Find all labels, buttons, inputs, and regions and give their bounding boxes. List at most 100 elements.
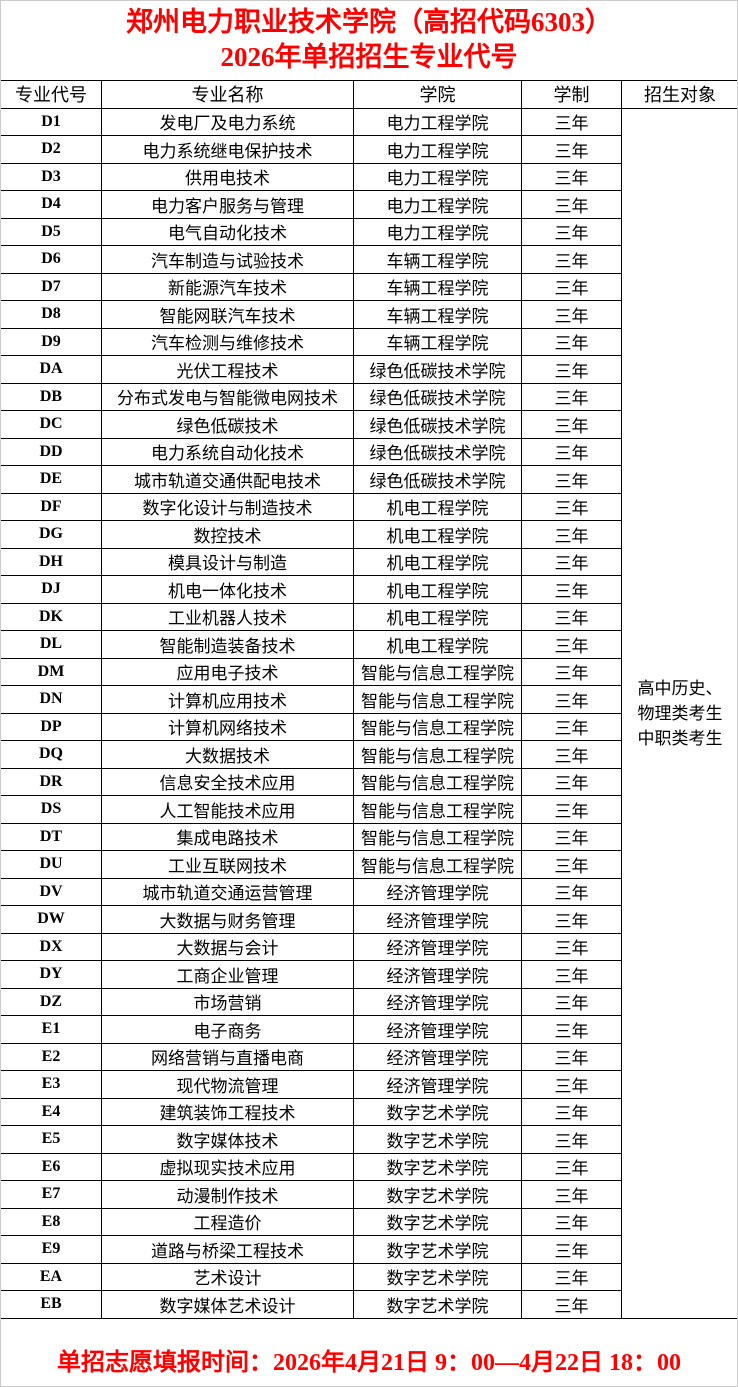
table-row: DX 大数据与会计 经济管理学院 三年 (0, 932, 738, 961)
table-row: D6 汽车制造与试验技术 车辆工程学院 三年 (0, 245, 738, 274)
duration-cell: 三年 (521, 1015, 622, 1044)
major-name-cell: 工商企业管理 (101, 960, 354, 989)
duration-cell: 三年 (521, 822, 622, 851)
table-row: DP 计算机网络技术 智能与信息工程学院 三年 (0, 712, 738, 741)
college-cell: 车辆工程学院 (353, 245, 522, 274)
major-code-cell: E8 (0, 1207, 102, 1236)
table-row: DL 智能制造装备技术 机电工程学院 三年 (0, 630, 738, 659)
college-cell: 数字艺术学院 (353, 1152, 522, 1181)
major-code-cell: D7 (0, 272, 102, 301)
major-code-cell: DV (0, 877, 102, 906)
college-cell: 数字艺术学院 (353, 1290, 522, 1319)
duration-cell: 三年 (521, 190, 622, 219)
duration-cell: 三年 (521, 740, 622, 769)
college-cell: 电力工程学院 (353, 190, 522, 219)
major-name-cell: 智能网联汽车技术 (101, 300, 354, 329)
duration-cell: 三年 (521, 1125, 622, 1154)
duration-cell: 三年 (521, 1180, 622, 1209)
table-row: DN 计算机应用技术 智能与信息工程学院 三年 (0, 685, 738, 714)
major-code-cell: DQ (0, 740, 102, 769)
table-row: D9 汽车检测与维修技术 车辆工程学院 三年 (0, 327, 738, 356)
table-row: D7 新能源汽车技术 车辆工程学院 三年 (0, 272, 738, 301)
major-name-cell: 工程造价 (101, 1207, 354, 1236)
college-cell: 电力工程学院 (353, 217, 522, 246)
college-cell: 电力工程学院 (353, 107, 522, 136)
major-code-cell: DS (0, 795, 102, 824)
major-name-cell: 供用电技术 (101, 162, 354, 191)
major-name-cell: 城市轨道交通供配电技术 (101, 465, 354, 494)
college-cell: 智能与信息工程学院 (353, 822, 522, 851)
major-code-cell: DN (0, 685, 102, 714)
college-cell: 经济管理学院 (353, 1015, 522, 1044)
college-cell: 智能与信息工程学院 (353, 685, 522, 714)
major-name-cell: 模具设计与制造 (101, 547, 354, 576)
duration-cell: 三年 (521, 162, 622, 191)
major-name-cell: 绿色低碳技术 (101, 410, 354, 439)
major-name-cell: 工业互联网技术 (101, 850, 354, 879)
major-code-cell: D5 (0, 217, 102, 246)
duration-cell: 三年 (521, 602, 622, 631)
major-name-cell: 信息安全技术应用 (101, 767, 354, 796)
major-name-cell: 汽车检测与维修技术 (101, 327, 354, 356)
table-row: DR 信息安全技术应用 智能与信息工程学院 三年 (0, 767, 738, 796)
table-row: D2 电力系统继电保护技术 电力工程学院 三年 (0, 135, 738, 164)
table-row: D4 电力客户服务与管理 电力工程学院 三年 (0, 190, 738, 219)
major-code-cell: DR (0, 767, 102, 796)
duration-cell: 三年 (521, 905, 622, 934)
duration-cell: 三年 (521, 1262, 622, 1291)
major-name-cell: 人工智能技术应用 (101, 795, 354, 824)
table-row: E4 建筑装饰工程技术 数字艺术学院 三年 (0, 1097, 738, 1126)
target-students-line: 物理类考生 (637, 703, 723, 723)
college-cell: 经济管理学院 (353, 987, 522, 1016)
major-name-cell: 数字媒体技术 (101, 1125, 354, 1154)
header-duration: 学制 (521, 80, 622, 109)
major-name-cell: 网络营销与直播电商 (101, 1042, 354, 1071)
major-name-cell: 城市轨道交通运营管理 (101, 877, 354, 906)
table-row: DM 应用电子技术 智能与信息工程学院 三年 (0, 657, 738, 686)
duration-cell: 三年 (521, 1070, 622, 1099)
major-code-cell: DB (0, 382, 102, 411)
major-code-cell: DW (0, 905, 102, 934)
duration-cell: 三年 (521, 960, 622, 989)
duration-cell: 三年 (521, 630, 622, 659)
college-cell: 绿色低碳技术学院 (353, 355, 522, 384)
table-row: D5 电气自动化技术 电力工程学院 三年 (0, 217, 738, 246)
table-row: E3 现代物流管理 经济管理学院 三年 (0, 1070, 738, 1099)
table-row: EB 数字媒体艺术设计 数字艺术学院 三年 (0, 1290, 738, 1319)
college-cell: 绿色低碳技术学院 (353, 465, 522, 494)
major-code-cell: EA (0, 1262, 102, 1291)
table-header-row: 专业代号 专业名称 学院 学制 招生对象 (0, 80, 738, 109)
major-code-cell: DE (0, 465, 102, 494)
duration-cell: 三年 (521, 575, 622, 604)
document-title: 郑州电力职业技术学院（高招代码6303） (126, 7, 612, 37)
major-name-cell: 分布式发电与智能微电网技术 (101, 382, 354, 411)
major-code-cell: DM (0, 657, 102, 686)
college-cell: 经济管理学院 (353, 1070, 522, 1099)
duration-cell: 三年 (521, 1097, 622, 1126)
target-students-line: 中职类考生 (637, 728, 723, 748)
major-code-cell: DF (0, 492, 102, 521)
table-row: E1 电子商务 经济管理学院 三年 (0, 1015, 738, 1044)
college-cell: 数字艺术学院 (353, 1180, 522, 1209)
table-row: DD 电力系统自动化技术 绿色低碳技术学院 三年 (0, 437, 738, 466)
duration-cell: 三年 (521, 547, 622, 576)
table-row: D1 发电厂及电力系统 电力工程学院 三年 高中历史、 物理类考生 中职类考生 (0, 107, 738, 1319)
major-name-cell: 数字媒体艺术设计 (101, 1290, 354, 1319)
college-cell: 绿色低碳技术学院 (353, 410, 522, 439)
duration-cell: 三年 (521, 795, 622, 824)
college-cell: 机电工程学院 (353, 575, 522, 604)
duration-cell: 三年 (521, 877, 622, 906)
college-cell: 经济管理学院 (353, 960, 522, 989)
major-name-cell: 市场营销 (101, 987, 354, 1016)
college-cell: 经济管理学院 (353, 1042, 522, 1071)
duration-cell: 三年 (521, 1152, 622, 1181)
duration-cell: 三年 (521, 465, 622, 494)
table-row: DY 工商企业管理 经济管理学院 三年 (0, 960, 738, 989)
major-name-cell: 新能源汽车技术 (101, 272, 354, 301)
major-code-cell: DJ (0, 575, 102, 604)
duration-cell: 三年 (521, 1290, 622, 1319)
major-code-cell: DP (0, 712, 102, 741)
major-name-cell: 光伏工程技术 (101, 355, 354, 384)
major-code-cell: E3 (0, 1070, 102, 1099)
major-code-cell: D8 (0, 300, 102, 329)
